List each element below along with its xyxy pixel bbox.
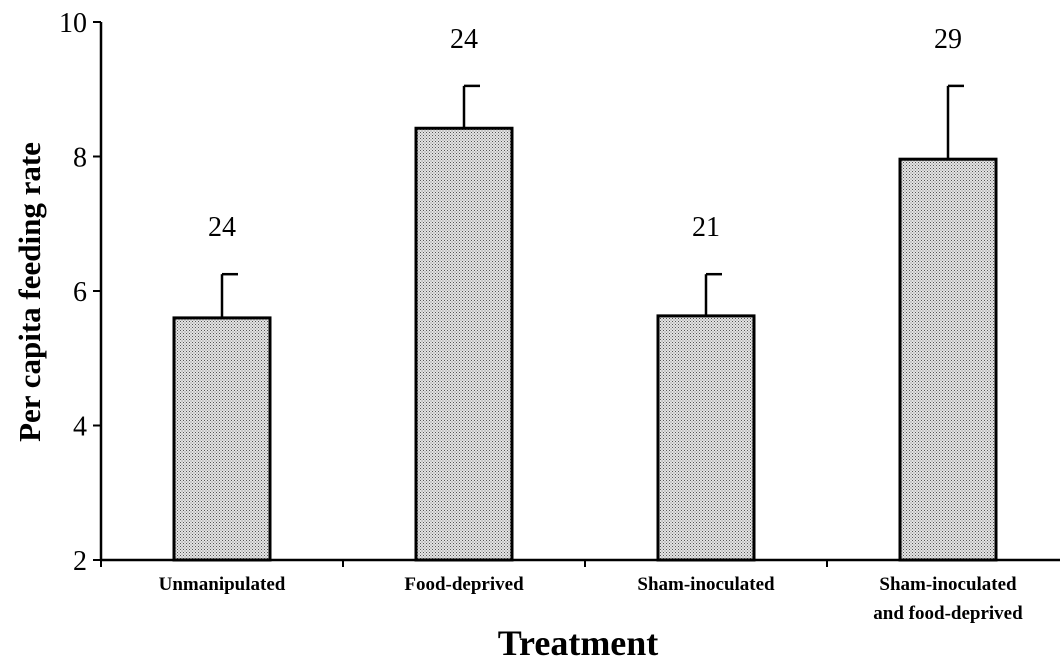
sample-size-label: 21 xyxy=(692,212,720,243)
y-tick-label: 8 xyxy=(73,143,87,174)
sample-size-label: 24 xyxy=(208,212,236,243)
y-tick-label: 4 xyxy=(73,412,87,443)
x-category-label: and food-deprived xyxy=(873,603,1023,624)
plot-area: 24681024Unmanipulated24Food-deprived21Sh… xyxy=(59,8,1060,624)
x-category-label: Unmanipulated xyxy=(159,574,286,595)
bar xyxy=(414,126,514,562)
x-category-label: Sham-inoculated xyxy=(879,574,1017,595)
bar xyxy=(898,157,998,562)
sample-size-label: 29 xyxy=(934,24,962,55)
y-axis-title: Per capita feeding rate xyxy=(12,142,47,442)
x-axis-title: Treatment xyxy=(498,623,659,663)
y-tick-label: 10 xyxy=(59,8,87,39)
x-category-label: Sham-inoculated xyxy=(637,574,775,595)
bar xyxy=(656,314,756,562)
sample-size-label: 24 xyxy=(450,24,478,55)
y-tick-label: 2 xyxy=(73,546,87,577)
y-tick-label: 6 xyxy=(73,277,87,308)
x-category-label: Food-deprived xyxy=(404,574,524,595)
bar xyxy=(172,316,272,562)
